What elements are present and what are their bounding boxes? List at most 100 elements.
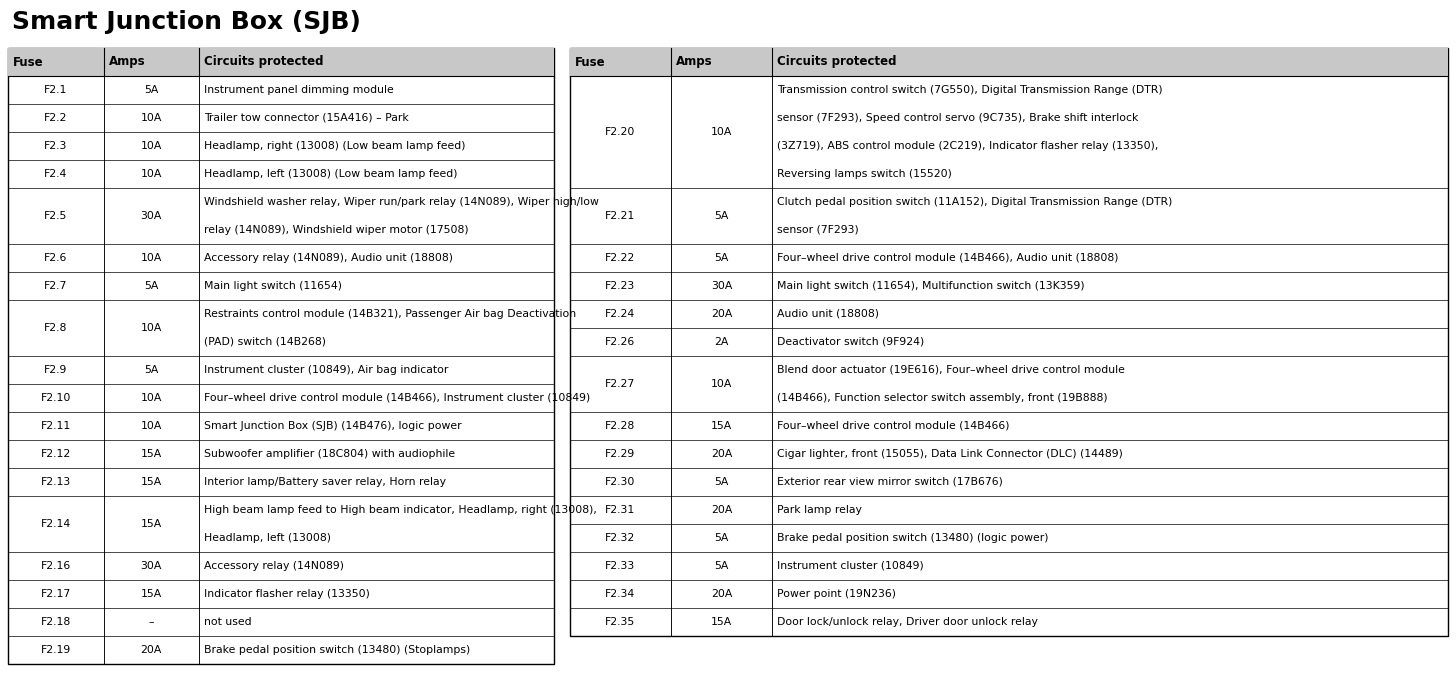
Text: Main light switch (11654): Main light switch (11654) — [204, 281, 342, 291]
Text: Main light switch (11654), Multifunction switch (13K359): Main light switch (11654), Multifunction… — [778, 281, 1085, 291]
Text: 30A: 30A — [141, 561, 162, 571]
Text: F2.12: F2.12 — [41, 449, 71, 459]
Text: Brake pedal position switch (13480) (Stoplamps): Brake pedal position switch (13480) (Sto… — [204, 645, 470, 655]
Text: 20A: 20A — [711, 505, 732, 515]
Text: F2.35: F2.35 — [606, 617, 636, 627]
Text: (14B466), Function selector switch assembly, front (19B888): (14B466), Function selector switch assem… — [778, 393, 1108, 403]
Text: F2.24: F2.24 — [606, 309, 636, 319]
Text: Windshield washer relay, Wiper run/park relay (14N089), Wiper high/low: Windshield washer relay, Wiper run/park … — [204, 197, 598, 207]
Text: Park lamp relay: Park lamp relay — [778, 505, 862, 515]
Text: F2.14: F2.14 — [41, 519, 71, 529]
Text: F2.6: F2.6 — [44, 253, 67, 263]
Text: F2.34: F2.34 — [606, 589, 636, 599]
Text: 30A: 30A — [141, 211, 162, 221]
Text: 10A: 10A — [141, 253, 162, 263]
Text: –: – — [149, 617, 154, 627]
Text: 20A: 20A — [711, 449, 732, 459]
Text: F2.2: F2.2 — [44, 113, 67, 123]
Text: 15A: 15A — [711, 421, 732, 431]
Text: Exterior rear view mirror switch (17B676): Exterior rear view mirror switch (17B676… — [778, 477, 1003, 487]
Text: Amps: Amps — [109, 56, 146, 69]
Text: F2.8: F2.8 — [44, 323, 67, 333]
Text: Blend door actuator (19E616), Four–wheel drive control module: Blend door actuator (19E616), Four–wheel… — [778, 365, 1125, 375]
Text: F2.21: F2.21 — [606, 211, 636, 221]
Text: F2.28: F2.28 — [606, 421, 636, 431]
Text: 15A: 15A — [141, 589, 162, 599]
Text: Interior lamp/Battery saver relay, Horn relay: Interior lamp/Battery saver relay, Horn … — [204, 477, 446, 487]
Text: F2.33: F2.33 — [606, 561, 636, 571]
Text: F2.13: F2.13 — [41, 477, 71, 487]
Text: Headlamp, right (13008) (Low beam lamp feed): Headlamp, right (13008) (Low beam lamp f… — [204, 141, 466, 151]
Text: (PAD) switch (14B268): (PAD) switch (14B268) — [204, 337, 326, 347]
Text: F2.18: F2.18 — [41, 617, 71, 627]
Text: High beam lamp feed to High beam indicator, Headlamp, right (13008),: High beam lamp feed to High beam indicat… — [204, 505, 597, 515]
Text: Accessory relay (14N089): Accessory relay (14N089) — [204, 561, 344, 571]
Text: 10A: 10A — [711, 127, 732, 137]
Text: 30A: 30A — [711, 281, 732, 291]
Text: F2.29: F2.29 — [606, 449, 636, 459]
Text: 10A: 10A — [141, 169, 162, 179]
Text: 10A: 10A — [141, 421, 162, 431]
Text: 5A: 5A — [144, 85, 159, 95]
Text: (3Z719), ABS control module (2C219), Indicator flasher relay (13350),: (3Z719), ABS control module (2C219), Ind… — [778, 141, 1159, 151]
Text: Accessory relay (14N089), Audio unit (18808): Accessory relay (14N089), Audio unit (18… — [204, 253, 453, 263]
Text: not used: not used — [204, 617, 252, 627]
Text: 10A: 10A — [141, 113, 162, 123]
Text: Restraints control module (14B321), Passenger Air bag Deactivation: Restraints control module (14B321), Pass… — [204, 309, 577, 319]
Text: sensor (7F293), Speed control servo (9C735), Brake shift interlock: sensor (7F293), Speed control servo (9C7… — [778, 113, 1139, 123]
Text: Brake pedal position switch (13480) (logic power): Brake pedal position switch (13480) (log… — [778, 533, 1048, 543]
Text: 15A: 15A — [141, 449, 162, 459]
Bar — [7, 48, 553, 76]
Text: F2.17: F2.17 — [41, 589, 71, 599]
Text: Circuits protected: Circuits protected — [204, 56, 323, 69]
Text: F2.1: F2.1 — [44, 85, 67, 95]
Text: Headlamp, left (13008): Headlamp, left (13008) — [204, 533, 331, 543]
Text: 10A: 10A — [141, 141, 162, 151]
Text: F2.23: F2.23 — [606, 281, 636, 291]
Text: Four–wheel drive control module (14B466): Four–wheel drive control module (14B466) — [778, 421, 1009, 431]
Text: Instrument cluster (10849): Instrument cluster (10849) — [778, 561, 923, 571]
Text: 10A: 10A — [141, 393, 162, 403]
Text: 15A: 15A — [711, 617, 732, 627]
Text: Cigar lighter, front (15055), Data Link Connector (DLC) (14489): Cigar lighter, front (15055), Data Link … — [778, 449, 1123, 459]
Text: F2.27: F2.27 — [606, 379, 636, 389]
Text: F2.9: F2.9 — [44, 365, 67, 375]
Text: F2.26: F2.26 — [606, 337, 636, 347]
Text: F2.30: F2.30 — [606, 477, 636, 487]
Text: Fuse: Fuse — [13, 56, 44, 69]
Text: Smart Junction Box (SJB) (14B476), logic power: Smart Junction Box (SJB) (14B476), logic… — [204, 421, 462, 431]
Text: Reversing lamps switch (15520): Reversing lamps switch (15520) — [778, 169, 952, 179]
Text: 5A: 5A — [144, 365, 159, 375]
Text: Clutch pedal position switch (11A152), Digital Transmission Range (DTR): Clutch pedal position switch (11A152), D… — [778, 197, 1172, 207]
Text: 20A: 20A — [711, 589, 732, 599]
Text: 20A: 20A — [141, 645, 162, 655]
Text: F2.16: F2.16 — [41, 561, 71, 571]
Text: 10A: 10A — [141, 323, 162, 333]
Text: Indicator flasher relay (13350): Indicator flasher relay (13350) — [204, 589, 370, 599]
Text: F2.32: F2.32 — [606, 533, 636, 543]
Bar — [569, 48, 1449, 636]
Text: F2.10: F2.10 — [41, 393, 71, 403]
Text: F2.19: F2.19 — [41, 645, 71, 655]
Text: Instrument panel dimming module: Instrument panel dimming module — [204, 85, 395, 95]
Text: sensor (7F293): sensor (7F293) — [778, 225, 859, 235]
Text: 15A: 15A — [141, 519, 162, 529]
Text: 15A: 15A — [141, 477, 162, 487]
Text: Headlamp, left (13008) (Low beam lamp feed): Headlamp, left (13008) (Low beam lamp fe… — [204, 169, 457, 179]
Text: F2.5: F2.5 — [44, 211, 67, 221]
Text: Transmission control switch (7G550), Digital Transmission Range (DTR): Transmission control switch (7G550), Dig… — [778, 85, 1162, 95]
Text: Trailer tow connector (15A416) – Park: Trailer tow connector (15A416) – Park — [204, 113, 409, 123]
Text: Instrument cluster (10849), Air bag indicator: Instrument cluster (10849), Air bag indi… — [204, 365, 448, 375]
Text: F2.3: F2.3 — [44, 141, 67, 151]
Text: 20A: 20A — [711, 309, 732, 319]
Text: Fuse: Fuse — [575, 56, 606, 69]
Text: relay (14N089), Windshield wiper motor (17508): relay (14N089), Windshield wiper motor (… — [204, 225, 469, 235]
Text: F2.31: F2.31 — [606, 505, 636, 515]
Text: Audio unit (18808): Audio unit (18808) — [778, 309, 879, 319]
Text: F2.7: F2.7 — [44, 281, 67, 291]
Text: 5A: 5A — [715, 477, 728, 487]
Text: 5A: 5A — [144, 281, 159, 291]
Text: Power point (19N236): Power point (19N236) — [778, 589, 895, 599]
Text: 5A: 5A — [715, 253, 728, 263]
Text: 5A: 5A — [715, 211, 728, 221]
